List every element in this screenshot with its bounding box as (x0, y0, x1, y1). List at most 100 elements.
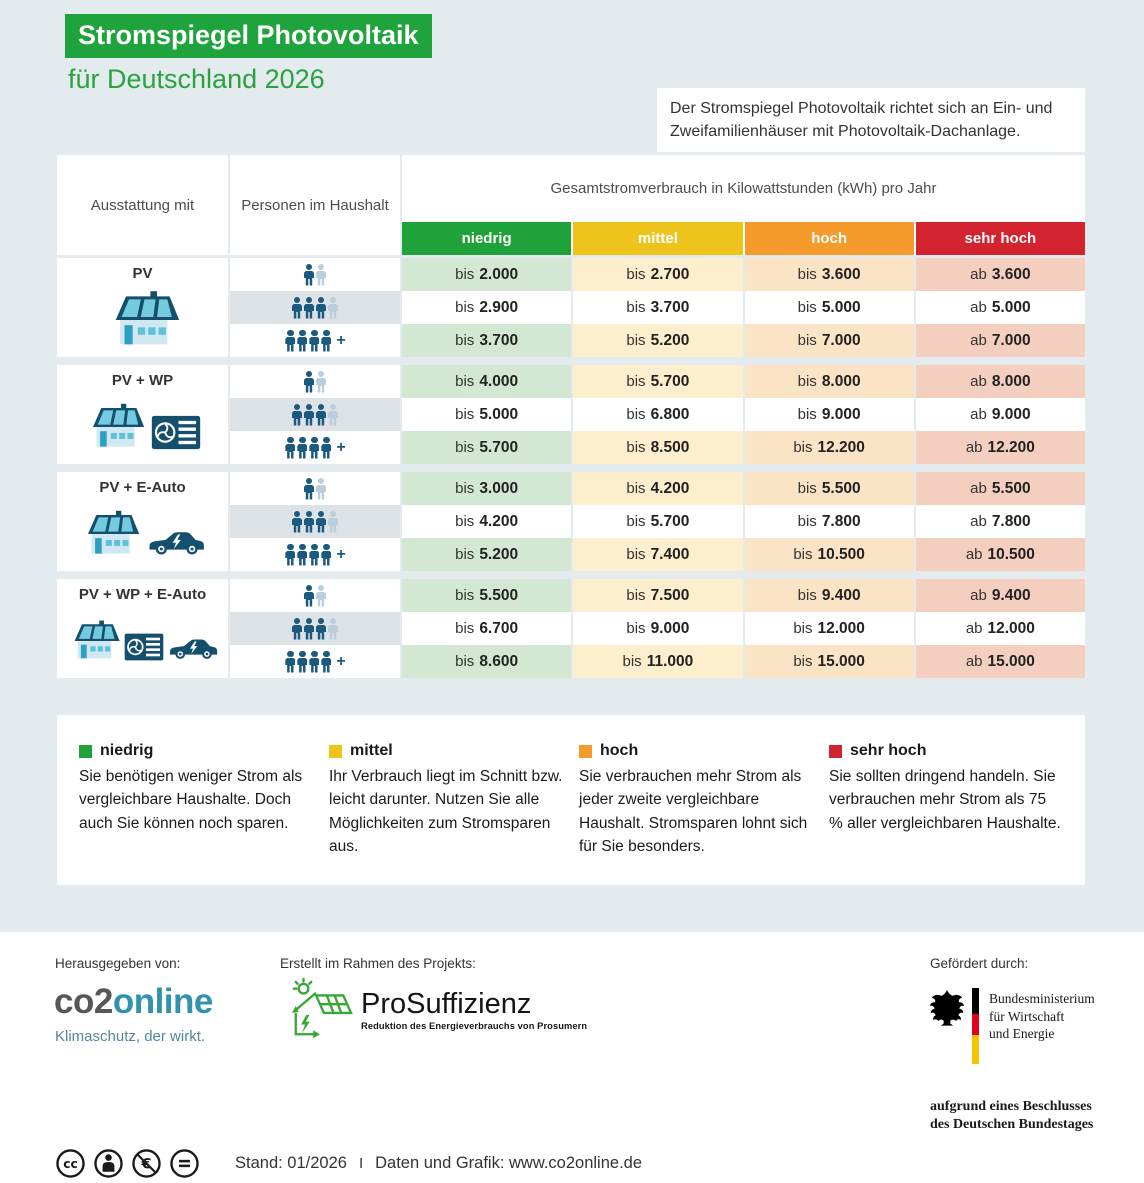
value-cell: bis 4.000 (402, 365, 572, 398)
legend-box: niedrig Sie benötigen weniger Strom als … (57, 715, 1085, 885)
consumption-header-cell: Gesamtstromverbrauch in Kilowattstunden … (402, 155, 1085, 255)
value-cell: ab 7.800 (915, 505, 1085, 538)
persons-cell (230, 579, 400, 612)
legend-item-sehr-hoch: sehr hoch Sie sollten dringend handeln. … (829, 742, 1063, 885)
heat-pump-icon (124, 633, 164, 661)
legend-text: Sie verbrauchen mehr Strom als jeder zwe… (579, 768, 808, 855)
cc-by-icon (93, 1148, 124, 1179)
person-icon (321, 543, 331, 566)
ministry-name: Bundesministerium für Wirtschaft und Ene… (989, 991, 1095, 1042)
hoch-color-swatch (579, 744, 592, 758)
legend-item-mittel: mittel Ihr Verbrauch liegt im Schnitt bz… (329, 742, 563, 885)
value-cell: bis 5.700 (573, 505, 743, 538)
person-icon-faded (316, 263, 326, 286)
page-title: Stromspiegel Photovoltaik (65, 14, 432, 58)
legend-item-hoch: hoch Sie verbrauchen mehr Strom als jede… (579, 742, 813, 885)
header-section: Stromspiegel Photovoltaik für Deutschlan… (0, 0, 1144, 155)
equipment-column-header: Ausstattung mit (57, 155, 228, 255)
co2online-logo-co2: co2 (54, 982, 113, 1021)
group-label: PV + E-Auto (99, 479, 186, 496)
person-icon (304, 510, 314, 533)
group-icons (57, 389, 228, 464)
person-icon (292, 617, 302, 640)
person-icon (304, 263, 314, 286)
co2online-tagline: Klimaschutz, der wirkt. (55, 1028, 206, 1045)
group-label-cell: PV (57, 258, 228, 357)
data-credit: Daten und Grafik: www.co2online.de (375, 1154, 643, 1172)
plus-sign: + (336, 652, 346, 670)
value-cell: bis 5.500 (744, 472, 914, 505)
group-label-cell: PV + WP (57, 365, 228, 464)
legend-text: Sie sollten dringend handeln. Sie verbra… (829, 768, 1061, 832)
value-cell: bis 7.400 (573, 538, 743, 571)
value-cell: bis 11.000 (573, 645, 743, 678)
person-icon (292, 296, 302, 319)
person-icon (297, 543, 307, 566)
prosuffizienz-logo: ProSuffizienz Reduktion des Energieverbr… (283, 978, 587, 1042)
pv-house-icon (104, 289, 182, 351)
value-cell: ab 5.500 (915, 472, 1085, 505)
value-cell: bis 8.000 (744, 365, 914, 398)
value-cell: bis 5.200 (402, 538, 572, 571)
sehr-hoch-color-swatch (829, 744, 842, 758)
value-cell: ab 12.000 (915, 612, 1085, 645)
footer-section: Herausgegeben von: co2online Klimaschutz… (0, 932, 1144, 1183)
electric-car-icon (167, 635, 219, 661)
table-header-row: Ausstattung mit Personen im Haushalt Ges… (57, 155, 1085, 255)
level-header-niedrig: niedrig (402, 222, 572, 255)
person-icon (309, 436, 319, 459)
federal-eagle-icon (928, 988, 966, 1030)
persons-cell: + (230, 538, 400, 571)
funded-by-label: Gefördert durch: (930, 956, 1029, 971)
value-cell: bis 3.600 (744, 258, 914, 291)
person-icon-faded (316, 477, 326, 500)
info-note: Der Stromspiegel Photovoltaik richtet si… (657, 88, 1085, 153)
value-cell: ab 10.500 (915, 538, 1085, 571)
value-cell: ab 9.400 (915, 579, 1085, 612)
group-label-cell: PV + E-Auto (57, 472, 228, 571)
niedrig-color-swatch (79, 744, 92, 758)
pv-house-icon (67, 619, 121, 663)
value-cell: bis 5.000 (744, 291, 914, 324)
level-header-strip: niedrig mittel hoch sehr hoch (402, 222, 1085, 255)
person-icon (297, 650, 307, 673)
value-cell: bis 7.800 (744, 505, 914, 538)
persons-cell (230, 258, 400, 291)
person-icon (292, 510, 302, 533)
persons-column-header: Personen im Haushalt (230, 155, 400, 255)
plus-sign: + (336, 545, 346, 563)
co2online-logo: co2online (54, 984, 213, 1019)
person-icon (321, 436, 331, 459)
persons-cell: + (230, 324, 400, 357)
project-name: ProSuffizienz (361, 987, 532, 1020)
legend-title: niedrig (79, 742, 313, 760)
mittel-color-swatch (329, 744, 342, 758)
person-icon (309, 329, 319, 352)
table-group-pv: PV bis 2.000 bis 2.700 bis 3.600 ab 3.600 bi… (57, 258, 1085, 357)
published-by-label: Herausgegeben von: (55, 956, 181, 971)
legend-title: sehr hoch (829, 742, 1063, 760)
person-icon (304, 584, 314, 607)
persons-cell (230, 365, 400, 398)
project-label: Erstellt im Rahmen des Projekts: (280, 956, 476, 971)
legend-title: mittel (329, 742, 563, 760)
value-cell: ab 15.000 (915, 645, 1085, 678)
persons-cell (230, 472, 400, 505)
person-icon-faded (316, 584, 326, 607)
person-icon (309, 650, 319, 673)
consumption-column-header: Gesamtstromverbrauch in Kilowattstunden … (550, 180, 937, 197)
group-label: PV + WP (111, 372, 174, 389)
persons-cell (230, 291, 400, 324)
group-icons (57, 603, 228, 678)
person-icon (285, 436, 295, 459)
page-subtitle: für Deutschland 2026 (68, 63, 325, 94)
value-cell: bis 4.200 (573, 472, 743, 505)
value-cell: bis 5.000 (402, 398, 572, 431)
cc-nc-eu-icon (131, 1148, 162, 1179)
legend-item-niedrig: niedrig Sie benötigen weniger Strom als … (79, 742, 313, 885)
person-icon (285, 329, 295, 352)
value-cell: bis 12.200 (744, 431, 914, 464)
cc-nd-icon (169, 1148, 200, 1179)
table-group-pv-eauto: PV + E-Auto bis 3.000 bis 4.200 bis 5.500 a… (57, 472, 1085, 571)
level-header-hoch: hoch (744, 222, 914, 255)
